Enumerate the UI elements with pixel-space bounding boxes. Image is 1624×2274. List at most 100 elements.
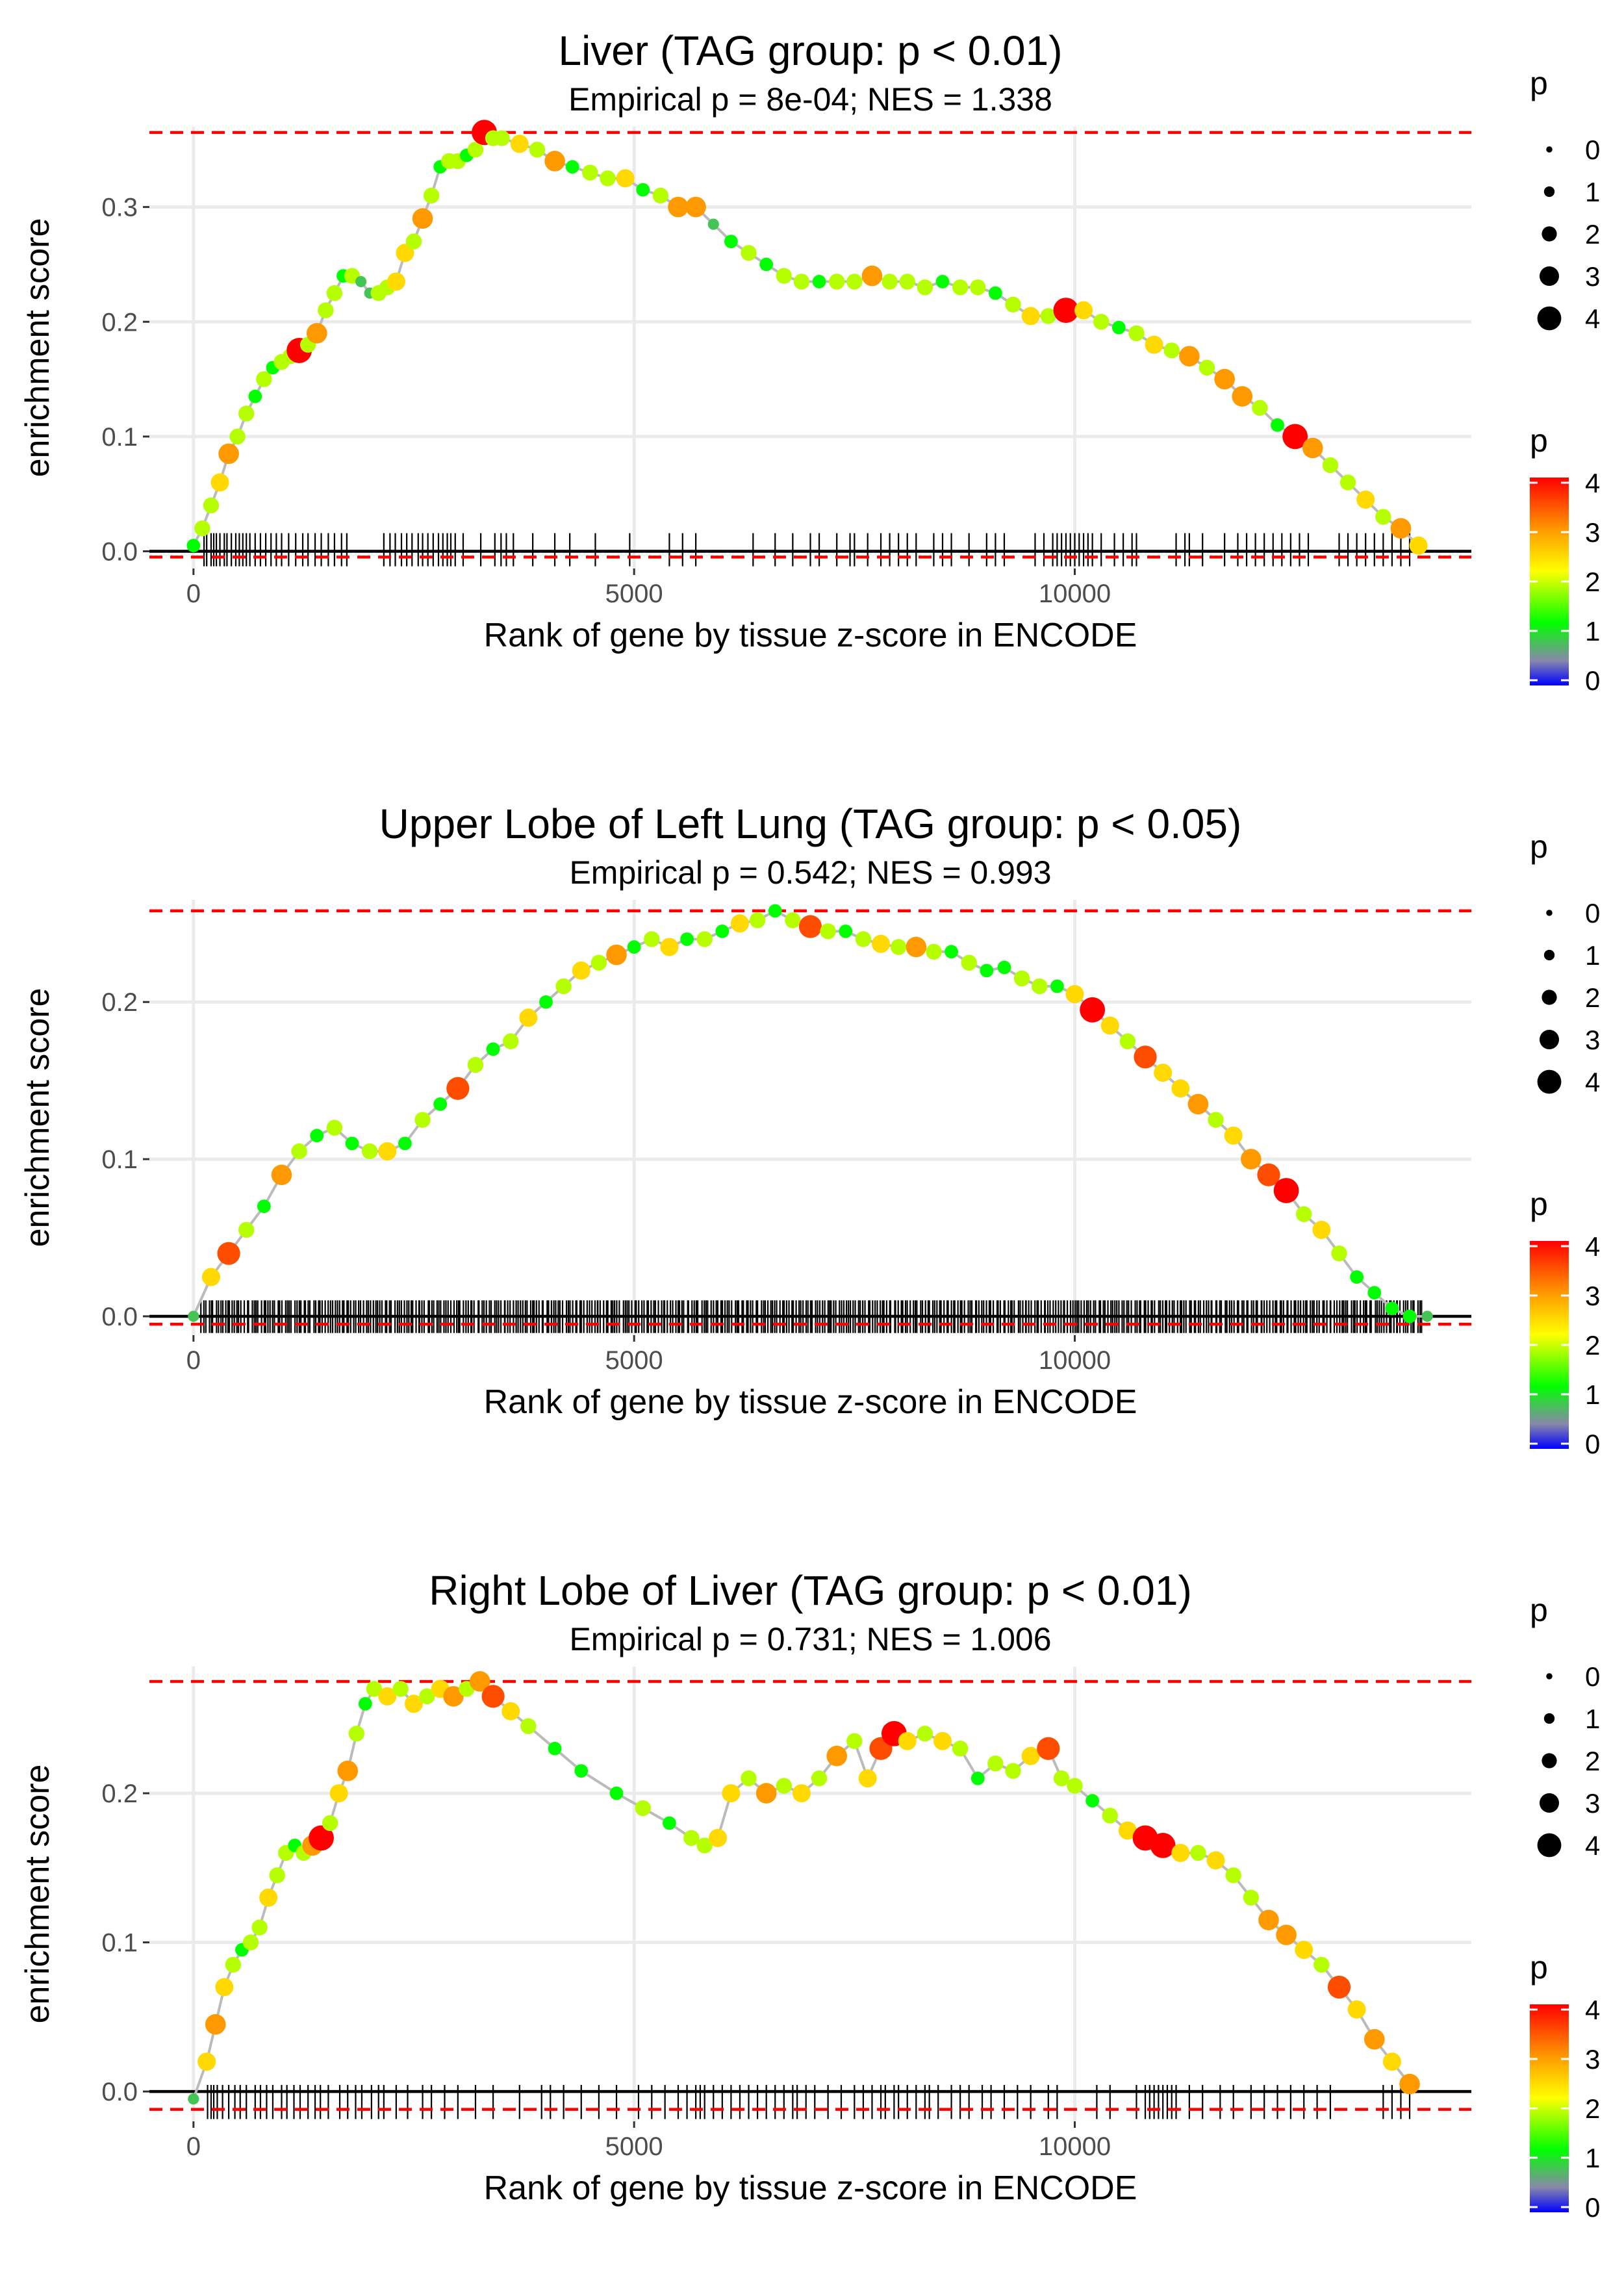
es-point <box>1367 1286 1382 1300</box>
es-points <box>188 1671 1420 2105</box>
es-point <box>898 1731 917 1750</box>
es-point <box>257 1199 271 1214</box>
es-point <box>271 1164 292 1186</box>
y-tick-label: 0.2 <box>101 988 138 1017</box>
es-point <box>1390 518 1412 539</box>
y-tick-label: 0.3 <box>101 194 138 222</box>
color-legend-label: 0 <box>1585 665 1600 696</box>
es-point <box>668 196 689 218</box>
es-point <box>520 1718 537 1735</box>
es-point <box>826 1745 847 1767</box>
es-point <box>820 923 836 939</box>
es-point <box>722 1784 741 1803</box>
color-legend-label: 3 <box>1585 1281 1600 1311</box>
es-point <box>1199 359 1215 376</box>
es-point <box>1134 1045 1157 1069</box>
color-legend-title: p <box>1530 1949 1548 1986</box>
es-point <box>378 1142 397 1161</box>
es-point <box>680 932 694 946</box>
es-line <box>192 909 1428 1318</box>
es-point <box>1252 400 1268 416</box>
es-point <box>218 443 239 465</box>
chart-panel-3: Right Lobe of Liver (TAG group: p < 0.01… <box>19 1567 1600 2223</box>
es-point <box>741 1770 757 1787</box>
es-point <box>855 931 872 947</box>
es-point <box>1013 970 1030 987</box>
es-point <box>970 279 986 296</box>
es-point <box>555 978 572 995</box>
legend: p 0 1 2 3 4 p 4 3 2 1 0 <box>1530 65 1600 696</box>
es-point <box>811 1770 828 1787</box>
es-point <box>644 931 660 947</box>
color-legend-label: 2 <box>1585 1330 1600 1361</box>
es-point <box>1111 320 1126 335</box>
size-legend-label: 2 <box>1585 219 1600 249</box>
es-point <box>1296 1206 1312 1222</box>
es-point <box>309 1825 334 1851</box>
es-point <box>329 1784 348 1803</box>
size-legend-label: 4 <box>1585 1830 1600 1861</box>
es-point <box>358 1696 372 1711</box>
es-point <box>971 1771 985 1785</box>
es-point <box>1257 1163 1280 1186</box>
es-point <box>433 1097 448 1111</box>
es-point <box>600 170 616 186</box>
es-point <box>481 1685 505 1708</box>
color-legend-label: 1 <box>1585 2143 1600 2173</box>
chart-subtitle: Empirical p = 0.731; NES = 1.006 <box>569 1621 1051 1657</box>
es-point <box>1206 1851 1225 1870</box>
y-tick-label: 0.2 <box>101 1780 138 1808</box>
x-tick-label: 0 <box>186 2132 201 2161</box>
chart-panel-1: Liver (TAG group: p < 0.01) Empirical p =… <box>19 27 1600 696</box>
es-point <box>210 473 229 492</box>
es-point <box>1295 1941 1313 1960</box>
color-legend-label: 4 <box>1585 1995 1600 2025</box>
size-legend-dot <box>1543 949 1555 961</box>
es-point <box>1093 314 1110 330</box>
es-point <box>318 302 334 318</box>
y-tick-label: 0.0 <box>101 1303 138 1331</box>
es-point <box>917 1726 933 1742</box>
x-axis-label: Rank of gene by tissue z-score in ENCODE <box>484 1383 1137 1421</box>
es-point <box>606 944 627 965</box>
es-point <box>768 904 782 918</box>
size-legend-dot <box>1542 990 1557 1005</box>
es-point <box>215 1978 234 1997</box>
chart-subtitle: Empirical p = 0.542; NES = 0.993 <box>569 854 1051 891</box>
es-point <box>1276 1924 1297 1945</box>
size-legend-label: 0 <box>1585 898 1600 928</box>
color-legend-label: 1 <box>1585 1379 1600 1410</box>
es-point <box>378 1687 397 1706</box>
legend: p 0 1 2 3 4 p 4 3 2 1 0 <box>1530 828 1600 1459</box>
es-point <box>730 914 749 933</box>
es-point <box>917 279 933 296</box>
size-legend-title: p <box>1530 828 1548 865</box>
es-point <box>1053 1770 1070 1787</box>
size-legend-dot <box>1546 1673 1553 1680</box>
es-point <box>510 134 529 153</box>
x-tick-label: 5000 <box>605 2132 663 2161</box>
es-point <box>846 274 863 290</box>
x-axis-label: Rank of gene by tissue z-score in ENCODE <box>484 2169 1137 2207</box>
es-point <box>846 1733 863 1749</box>
color-legend-label: 2 <box>1585 2093 1600 2124</box>
legend: p 0 1 2 3 4 p 4 3 2 1 0 <box>1530 1592 1600 2223</box>
es-point <box>707 218 719 230</box>
es-point <box>1214 368 1235 390</box>
es-point <box>1154 1064 1173 1082</box>
es-point <box>635 1800 651 1817</box>
es-point <box>1302 437 1323 459</box>
es-point <box>582 164 598 181</box>
es-point <box>759 257 774 272</box>
size-legend-dot <box>1542 1753 1557 1769</box>
es-point <box>539 995 553 1009</box>
es-point <box>1100 1016 1119 1035</box>
es-point <box>945 945 958 959</box>
es-point <box>1021 307 1040 326</box>
es-point <box>798 915 822 938</box>
es-point <box>529 142 546 158</box>
es-point <box>696 931 713 947</box>
es-point <box>709 1828 728 1847</box>
es-point <box>952 1741 969 1757</box>
y-tick-label: 0.1 <box>101 1145 138 1174</box>
